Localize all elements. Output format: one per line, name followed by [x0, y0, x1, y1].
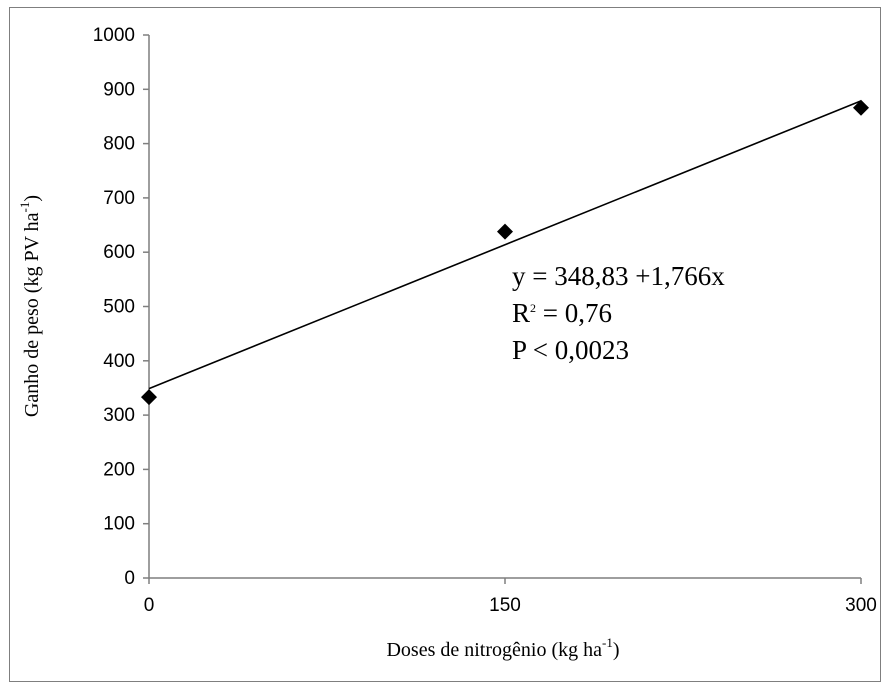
data-point	[497, 223, 513, 240]
y-tick-label: 100	[103, 514, 135, 535]
y-tick-label: 400	[103, 351, 135, 372]
axes	[148, 35, 861, 579]
y-tick-label: 700	[103, 188, 135, 209]
x-axis-title: Doses de nitrogênio (kg ha-1)	[386, 635, 619, 661]
data-point	[141, 389, 157, 406]
y-tick-label: 500	[103, 297, 135, 318]
y-tick-label: 900	[103, 79, 135, 100]
y-tick-label: 300	[103, 405, 135, 426]
y-tick-label: 0	[124, 568, 135, 589]
y-tick-label: 1000	[93, 25, 135, 46]
trendline-group	[148, 100, 862, 390]
data-point	[853, 99, 869, 116]
x-tick-label: 150	[489, 595, 521, 616]
data-points	[141, 99, 869, 406]
y-tick-label: 600	[103, 242, 135, 263]
r-squared-label: R2 = 0,76	[512, 298, 612, 328]
x-tick-label: 300	[845, 595, 877, 616]
x-axis-ticks: 0 150 300	[144, 578, 877, 616]
y-tick-label: 200	[103, 459, 135, 480]
regression-equation: y = 348,83 +1,766x	[512, 261, 725, 291]
x-tick-label: 0	[144, 595, 155, 616]
y-axis-title: Ganho de peso (kg PV ha-1)	[17, 195, 43, 417]
trendline	[148, 100, 862, 390]
chart-frame	[9, 7, 881, 682]
y-axis-ticks: 0 100 200 300 400 500 600 700 800 900 1000	[93, 25, 149, 589]
p-value-label: P < 0,0023	[512, 335, 629, 365]
y-tick-label: 800	[103, 134, 135, 155]
